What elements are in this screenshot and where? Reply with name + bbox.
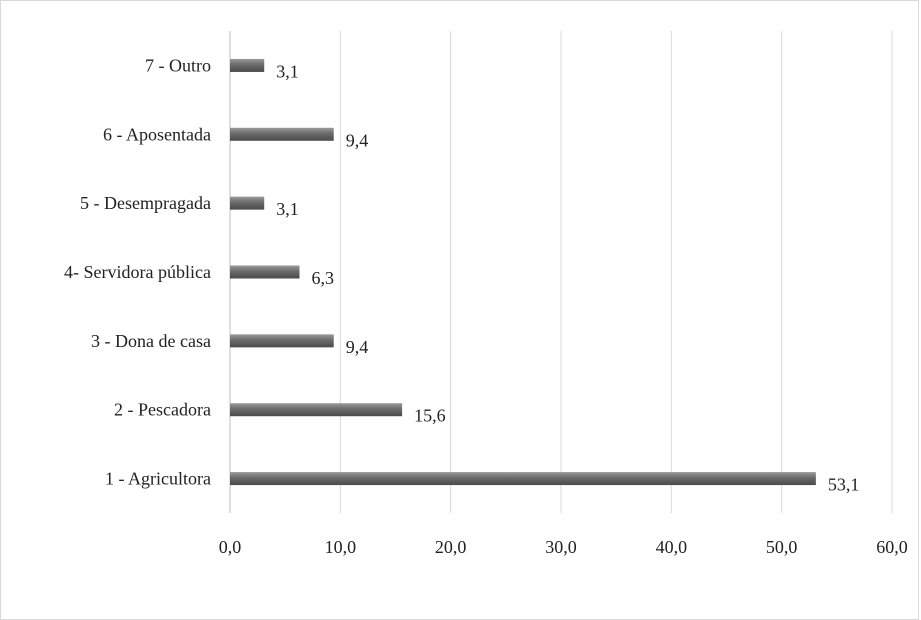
value-label-6: 9,4 [346, 130, 369, 150]
x-tick-label-6: 60,0 [876, 537, 908, 557]
bar-6 [230, 127, 334, 141]
bar-3 [230, 334, 334, 348]
value-label-5: 3,1 [276, 199, 299, 219]
category-label-2: 2 - Pescadora [114, 400, 211, 420]
category-label-4: 4- Servidora pública [64, 262, 211, 282]
category-labels: 1 - Agricultora 2 - Pescadora 3 - Dona de … [64, 55, 211, 488]
x-tick-label-1: 10,0 [325, 537, 357, 557]
x-tick-label-3: 30,0 [545, 537, 577, 557]
x-tick-labels: 0,0 10,0 20,0 30,0 40,0 50,0 60,0 [219, 537, 908, 557]
x-tick-label-2: 20,0 [435, 537, 467, 557]
value-label-4: 6,3 [312, 268, 335, 288]
bar-1 [230, 472, 816, 486]
category-label-6: 6 - Aposentada [103, 124, 211, 144]
value-labels: 53,1 15,6 9,4 6,3 3,1 9,4 3,1 [276, 61, 859, 494]
x-tick-label-4: 40,0 [656, 537, 688, 557]
grid-lines [229, 31, 893, 513]
bar-4 [230, 265, 300, 279]
value-label-7: 3,1 [276, 61, 299, 81]
value-label-3: 9,4 [346, 337, 369, 357]
x-tick-label-5: 50,0 [766, 537, 798, 557]
bar-5 [230, 196, 265, 210]
category-label-5: 5 - Desempragada [80, 193, 211, 213]
category-label-7: 7 - Outro [145, 55, 211, 75]
bars [230, 58, 816, 486]
bar-7 [230, 58, 265, 72]
bar-2 [230, 403, 403, 417]
occupation-bar-chart: 1 - Agricultora 2 - Pescadora 3 - Dona de … [64, 31, 908, 557]
value-label-2: 15,6 [414, 406, 446, 426]
category-label-1: 1 - Agricultora [105, 469, 211, 489]
x-tick-label-0: 0,0 [219, 537, 242, 557]
category-label-3: 3 - Dona de casa [91, 331, 211, 351]
value-label-1: 53,1 [828, 475, 860, 495]
